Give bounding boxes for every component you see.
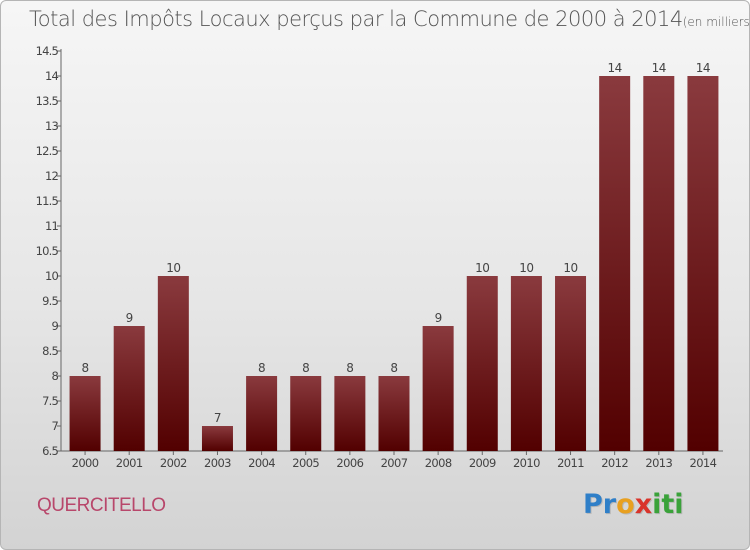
- logo-letter: o: [616, 489, 635, 520]
- logo-letter: i: [674, 489, 684, 520]
- bar-value-label: 7: [214, 411, 221, 425]
- proxiti-logo[interactable]: Proxiti: [583, 489, 684, 520]
- y-tick-label: 13: [45, 119, 59, 133]
- bar-value-label: 14: [608, 61, 622, 75]
- x-tick-label: 2007: [381, 456, 408, 470]
- bar-2009: [466, 276, 498, 451]
- bar-value-label: 14: [652, 61, 666, 75]
- y-tick-label: 10.5: [36, 244, 59, 258]
- bar-2007: [378, 376, 410, 451]
- y-tick-label: 6.5: [42, 444, 58, 458]
- bar-value-label: 14: [696, 61, 710, 75]
- y-tick-label: 8: [51, 369, 58, 383]
- y-tick-label: 11: [45, 219, 59, 233]
- x-tick-label: 2001: [116, 456, 143, 470]
- x-tick-label: 2003: [204, 456, 231, 470]
- bar-2011: [555, 276, 587, 451]
- y-tick-label: 12: [45, 169, 59, 183]
- y-tick-label: 8.5: [42, 344, 58, 358]
- logo-letter: t: [661, 489, 675, 520]
- bar-value-label: 10: [475, 261, 489, 275]
- x-tick-label: 2004: [248, 456, 275, 470]
- x-tick-label: 2005: [292, 456, 319, 470]
- x-tick-label: 2011: [557, 456, 584, 470]
- bar-value-label: 8: [390, 361, 397, 375]
- bar-value-label: 8: [258, 361, 265, 375]
- bar-2008: [422, 326, 454, 451]
- x-tick-label: 2013: [645, 456, 672, 470]
- y-tick-label: 10: [45, 269, 59, 283]
- x-tick-label: 2002: [160, 456, 187, 470]
- bar-2010: [510, 276, 542, 451]
- bar-value-label: 10: [166, 261, 180, 275]
- bar-value-label: 8: [346, 361, 353, 375]
- bar-2000: [69, 376, 101, 451]
- bar-value-label: 10: [563, 261, 577, 275]
- bar-value-label: 8: [302, 361, 309, 375]
- logo-letter: i: [652, 489, 662, 520]
- bar-2006: [334, 376, 366, 451]
- chart-unit: (en milliers d'€): [682, 15, 750, 29]
- x-tick-label: 2014: [689, 456, 716, 470]
- commune-name: QUERCITELLO: [37, 495, 166, 516]
- logo-letter: r: [602, 489, 617, 520]
- y-tick-label: 11.5: [36, 194, 59, 208]
- y-tick-label: 9.5: [42, 294, 58, 308]
- y-tick-label: 9: [51, 319, 58, 333]
- logo-letter: P: [583, 489, 603, 520]
- y-tick-label: 14: [45, 69, 59, 83]
- bar-value-label: 9: [435, 311, 442, 325]
- y-tick-label: 13.5: [36, 94, 59, 108]
- bar-2012: [599, 76, 631, 451]
- y-tick-label: 7: [51, 419, 58, 433]
- bar-2001: [113, 326, 145, 451]
- bar-2003: [201, 426, 233, 451]
- y-tick-label: 7.5: [42, 394, 58, 408]
- bar-value-label: 10: [519, 261, 533, 275]
- logo-letter: x: [634, 489, 653, 520]
- x-tick-label: 2012: [601, 456, 628, 470]
- x-tick-label: 2010: [513, 456, 540, 470]
- bar-2013: [643, 76, 675, 451]
- y-tick-label: 12.5: [36, 144, 59, 158]
- chart-title-text: Total des Impôts Locaux perçus par la Co…: [29, 7, 683, 31]
- bar-2004: [246, 376, 278, 451]
- bar-2002: [157, 276, 189, 451]
- bar-value-label: 8: [81, 361, 88, 375]
- y-tick-label: 14.5: [36, 44, 59, 58]
- bar-2014: [687, 76, 719, 451]
- x-tick-label: 2009: [469, 456, 496, 470]
- x-tick-label: 2000: [72, 456, 99, 470]
- x-tick-label: 2006: [336, 456, 363, 470]
- x-tick-label: 2008: [425, 456, 452, 470]
- bar-value-label: 9: [126, 311, 133, 325]
- chart-title: Total des Impôts Locaux perçus par la Co…: [29, 7, 750, 31]
- bar-2005: [290, 376, 322, 451]
